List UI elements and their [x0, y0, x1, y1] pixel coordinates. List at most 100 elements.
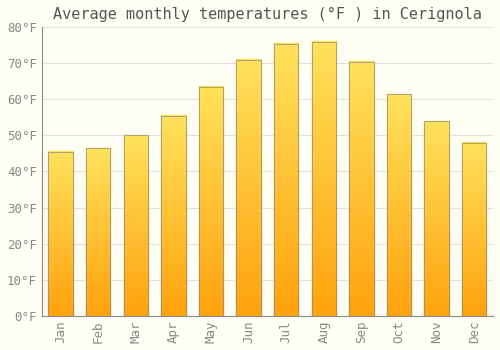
Bar [161, 128, 186, 135]
Bar [424, 264, 449, 270]
Bar [387, 219, 411, 227]
Bar [462, 234, 486, 241]
Bar [462, 304, 486, 310]
Bar [236, 145, 261, 154]
Bar [236, 239, 261, 247]
Bar [424, 192, 449, 199]
Bar [312, 42, 336, 316]
Bar [48, 277, 73, 283]
Bar [124, 243, 148, 250]
Bar [274, 89, 298, 98]
Bar [199, 102, 223, 110]
Bar [161, 242, 186, 249]
Bar [199, 254, 223, 262]
Bar [312, 105, 336, 115]
Bar [86, 148, 110, 154]
Bar [387, 264, 411, 271]
Bar [312, 78, 336, 88]
Bar [424, 173, 449, 180]
Bar [349, 146, 374, 155]
Bar [312, 288, 336, 298]
Bar [349, 265, 374, 273]
Bar [312, 96, 336, 106]
Bar [48, 304, 73, 310]
Bar [48, 217, 73, 223]
Bar [48, 250, 73, 256]
Bar [86, 193, 110, 198]
Bar [236, 222, 261, 230]
Title: Average monthly temperatures (°F ) in Cerignola: Average monthly temperatures (°F ) in Ce… [53, 7, 482, 22]
Bar [48, 228, 73, 234]
Bar [274, 270, 298, 279]
Bar [48, 266, 73, 272]
Bar [274, 116, 298, 125]
Bar [349, 214, 374, 223]
Bar [349, 62, 374, 316]
Bar [48, 244, 73, 250]
Bar [462, 281, 486, 287]
Bar [462, 275, 486, 281]
Bar [48, 152, 73, 316]
Bar [424, 179, 449, 186]
Bar [236, 85, 261, 94]
Bar [199, 117, 223, 125]
Bar [462, 223, 486, 229]
Bar [161, 162, 186, 169]
Bar [462, 171, 486, 177]
Bar [387, 94, 411, 316]
Bar [274, 288, 298, 298]
Bar [424, 140, 449, 147]
Bar [462, 246, 486, 252]
Bar [462, 183, 486, 189]
Bar [124, 201, 148, 208]
Bar [462, 177, 486, 183]
Bar [424, 198, 449, 205]
Bar [424, 127, 449, 134]
Bar [236, 196, 261, 205]
Bar [124, 219, 148, 225]
Bar [199, 277, 223, 285]
Bar [48, 157, 73, 163]
Bar [462, 287, 486, 293]
Bar [199, 308, 223, 316]
Bar [387, 256, 411, 264]
Bar [161, 222, 186, 229]
Bar [199, 132, 223, 140]
Bar [274, 261, 298, 270]
Bar [424, 283, 449, 290]
Bar [236, 298, 261, 307]
Bar [349, 138, 374, 146]
Bar [124, 183, 148, 189]
Bar [236, 60, 261, 68]
Bar [236, 264, 261, 273]
Bar [86, 159, 110, 165]
Bar [349, 95, 374, 104]
Bar [312, 178, 336, 188]
Bar [387, 94, 411, 316]
Bar [48, 201, 73, 206]
Bar [274, 188, 298, 198]
Bar [124, 177, 148, 183]
Bar [86, 176, 110, 182]
Bar [236, 281, 261, 290]
Bar [48, 261, 73, 266]
Bar [199, 209, 223, 217]
Bar [161, 255, 186, 262]
Bar [236, 213, 261, 222]
Bar [48, 152, 73, 316]
Bar [424, 302, 449, 309]
Bar [274, 216, 298, 225]
Bar [86, 215, 110, 221]
Bar [236, 273, 261, 281]
Bar [424, 218, 449, 225]
Bar [161, 142, 186, 149]
Bar [387, 145, 411, 153]
Bar [387, 249, 411, 257]
Bar [387, 153, 411, 161]
Bar [48, 190, 73, 195]
Bar [462, 200, 486, 206]
Bar [349, 180, 374, 189]
Bar [236, 162, 261, 171]
Bar [274, 243, 298, 252]
Bar [387, 94, 411, 102]
